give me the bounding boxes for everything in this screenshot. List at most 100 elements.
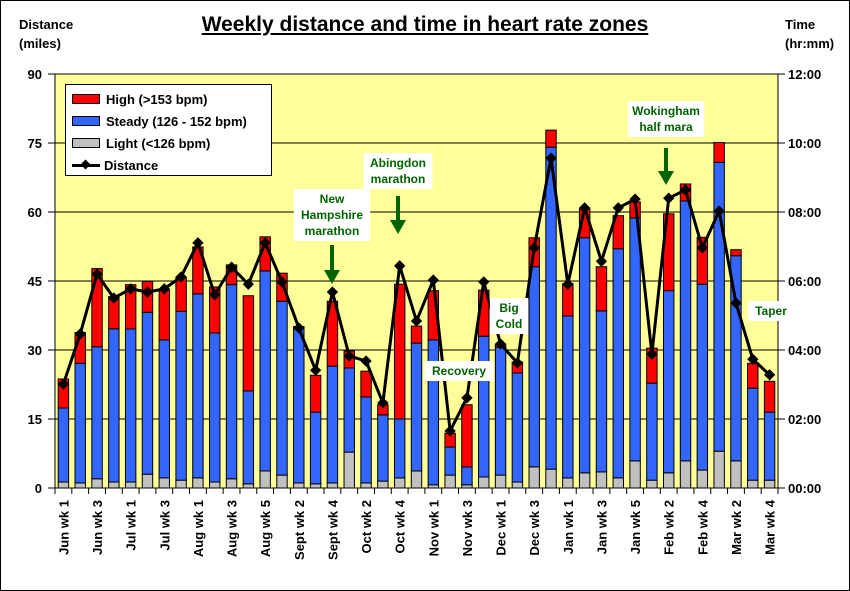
bar-stack [108, 296, 120, 489]
legend-line-diamond-icon [72, 158, 100, 172]
bar-high [545, 129, 557, 148]
annotation-text: Hampshire [301, 208, 363, 222]
bar-light [343, 451, 355, 489]
bar-light [108, 481, 120, 489]
bar-steady [494, 346, 507, 476]
bar-stack [57, 378, 70, 489]
distance-marker [158, 283, 170, 295]
bar-stack [259, 236, 271, 489]
distance-marker [326, 286, 339, 298]
bar-steady [74, 362, 86, 484]
bar-steady [562, 315, 574, 479]
bar-steady [578, 237, 591, 474]
right-axis-title: Time (hr:mm) [785, 15, 834, 53]
legend-label-distance: Distance [104, 157, 159, 173]
legend-label-steady: Steady (126 - 152 bpm) [106, 113, 247, 129]
right-tick-label: 00:00 [788, 481, 821, 496]
annotation-text: half mara [639, 120, 693, 134]
right-tick-label: 12:00 [788, 67, 821, 82]
bar-light [595, 471, 608, 489]
bar-stack [494, 343, 507, 489]
bar-high [360, 370, 372, 398]
bar-high [747, 362, 759, 389]
annotation-text: Cold [496, 317, 523, 331]
bar-high [461, 404, 473, 468]
right-axis-title-line1: Time [785, 17, 816, 32]
legend: High (>153 bpm) Steady (126 - 152 bpm) L… [65, 84, 272, 176]
distance-marker [259, 237, 271, 249]
distance-marker [175, 271, 187, 283]
left-tick-label: 90 [28, 67, 42, 82]
bar-stack [309, 374, 322, 489]
bar-high [696, 236, 709, 285]
bar-steady [225, 284, 238, 480]
annotation-box [293, 189, 371, 241]
left-axis-title: Distance (miles) [19, 15, 73, 53]
bar-steady [528, 266, 540, 468]
bar-stack [545, 129, 557, 489]
bar-light [293, 482, 305, 489]
distance-marker [293, 322, 305, 334]
bar-steady [696, 283, 709, 471]
right-tick-label: 10:00 [788, 136, 821, 151]
right-tick-label: 08:00 [788, 205, 821, 220]
annotation-text: Big [499, 301, 518, 315]
bar-steady [646, 382, 658, 481]
bar-steady [393, 418, 406, 479]
annotation: Big Cold [489, 298, 529, 334]
bar-high [730, 249, 742, 257]
distance-marker [276, 276, 288, 288]
left-axis-title-line1: Distance [19, 17, 74, 32]
bar-stack [91, 268, 103, 489]
bar-stack [209, 286, 221, 489]
annotation-box [424, 361, 494, 381]
bar-light [545, 468, 557, 489]
bar-steady [747, 387, 759, 481]
bar-steady [242, 390, 255, 485]
bar-stack [293, 326, 305, 489]
bar-light [612, 477, 624, 489]
bar-stack [763, 380, 776, 489]
annotation-box [489, 298, 529, 334]
bar-light [410, 470, 423, 489]
annotation-text: marathon [371, 172, 426, 186]
bar-stack [141, 280, 154, 489]
bar-stack [444, 432, 456, 489]
distance-marker [528, 242, 540, 254]
annotation-text: Recovery [432, 364, 486, 378]
bar-steady [444, 446, 456, 476]
distance-marker [629, 193, 641, 205]
distance-marker [646, 348, 658, 360]
right-tick-label: 06:00 [788, 274, 821, 289]
left-tick-label: 15 [28, 412, 42, 427]
x-tick-label: Feb wk 2 [662, 500, 677, 555]
bar-light [141, 473, 154, 489]
bar-steady [293, 328, 305, 484]
distance-marker [562, 278, 574, 290]
legend-swatch-steady [72, 116, 100, 126]
bar-steady [259, 270, 271, 472]
bar-light [192, 477, 204, 489]
bar-light [478, 476, 490, 489]
bar-steady [91, 346, 103, 480]
bar-steady [595, 310, 608, 473]
distance-marker [763, 369, 776, 381]
bar-light [175, 479, 187, 489]
annotation: Taper [748, 301, 794, 321]
annotation: Recovery [424, 361, 494, 381]
x-tick-label: Jan wk 5 [628, 500, 643, 554]
bar-light [259, 470, 271, 489]
arrow-down-icon [658, 171, 674, 185]
left-tick-label: 0 [35, 481, 42, 496]
distance-marker [747, 353, 759, 365]
bar-steady [343, 367, 355, 453]
bar-stack [595, 266, 608, 489]
x-tick-label: Jan wk 3 [594, 500, 609, 554]
bar-high [158, 289, 171, 341]
bar-light [528, 466, 540, 489]
bar-stack [679, 183, 692, 489]
x-tick-label: Oct wk 2 [359, 500, 374, 553]
bar-stack [461, 404, 473, 489]
bar-stack [410, 325, 423, 489]
x-tick-label: Feb wk 4 [695, 499, 710, 555]
